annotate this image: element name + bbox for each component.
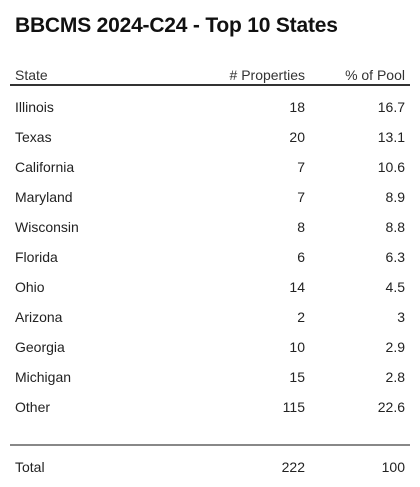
cell-properties: 18 (289, 99, 305, 115)
table-row: Arizona 2 3 (10, 302, 410, 332)
cell-properties: 115 (282, 399, 305, 415)
header-properties: # Properties (229, 67, 305, 83)
cell-pct-of-pool: 2.9 (385, 339, 405, 355)
cell-properties: 15 (289, 369, 305, 385)
table-row: California 7 10.6 (10, 152, 410, 182)
cell-properties: 7 (297, 189, 305, 205)
cell-properties: 7 (297, 159, 305, 175)
cell-pct-of-pool: 13.1 (377, 129, 405, 145)
cell-properties: 14 (289, 279, 305, 295)
page-title: BBCMS 2024-C24 - Top 10 States (15, 14, 338, 37)
cell-properties: 20 (289, 129, 305, 145)
table-total-row: Total 222 100 (10, 452, 410, 482)
cell-pct-of-pool: 2.8 (385, 369, 405, 385)
table-body: Illinois 18 16.7 Texas 20 13.1 California 7 10.6… (10, 92, 410, 422)
table-row: Illinois 18 16.7 (10, 92, 410, 122)
table-row: Texas 20 13.1 (10, 122, 410, 152)
cell-properties: 6 (297, 249, 305, 265)
header-pct-of-pool: % of Pool (345, 67, 405, 83)
cell-properties: 2 (297, 309, 305, 325)
cell-state: Michigan (15, 369, 72, 385)
cell-state: Illinois (15, 99, 54, 115)
table-row: Ohio 14 4.5 (10, 272, 410, 302)
total-label: Total (15, 459, 45, 475)
cell-pct-of-pool: 8.9 (385, 189, 405, 205)
cell-state: California (15, 159, 75, 175)
total-pct: 100 (381, 459, 405, 475)
total-divider (10, 444, 410, 446)
cell-state: Wisconsin (15, 219, 79, 235)
cell-properties: 8 (297, 219, 305, 235)
table-row: Florida 6 6.3 (10, 242, 410, 272)
cell-state: Georgia (15, 339, 65, 355)
cell-pct-of-pool: 10.6 (377, 159, 405, 175)
states-table: State # Properties % of Pool Illinois 18 1… (10, 66, 410, 422)
cell-state: Other (15, 399, 51, 415)
cell-properties: 10 (289, 339, 305, 355)
table-row: Wisconsin 8 8.8 (10, 212, 410, 242)
cell-state: Texas (15, 129, 52, 145)
table-row: Other 115 22.6 (10, 392, 410, 422)
table-header: State # Properties % of Pool (10, 66, 410, 86)
table-row: Maryland 7 8.9 (10, 182, 410, 212)
header-state: State (15, 67, 48, 83)
cell-pct-of-pool: 3 (397, 309, 405, 325)
cell-state: Ohio (15, 279, 45, 295)
total-properties: 222 (281, 459, 305, 475)
cell-pct-of-pool: 6.3 (385, 249, 405, 265)
table-row: Michigan 15 2.8 (10, 362, 410, 392)
table-row: Georgia 10 2.9 (10, 332, 410, 362)
cell-pct-of-pool: 8.8 (385, 219, 405, 235)
cell-pct-of-pool: 4.5 (385, 279, 405, 295)
cell-state: Florida (15, 249, 58, 265)
cell-state: Arizona (15, 309, 63, 325)
cell-pct-of-pool: 22.6 (377, 399, 405, 415)
cell-pct-of-pool: 16.7 (377, 99, 405, 115)
cell-state: Maryland (15, 189, 73, 205)
